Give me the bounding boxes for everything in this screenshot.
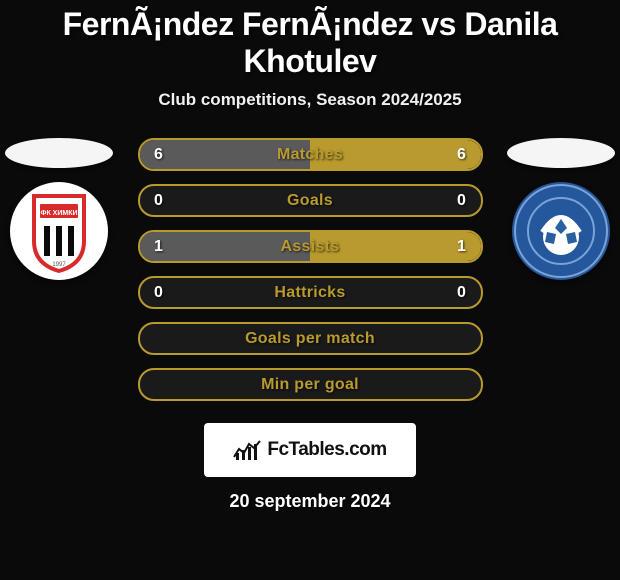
left-player-column: ФК ХИМКИ 1997 [4,138,114,280]
brand-badge: FcTables.com [204,423,416,477]
stat-row: Goals per match [138,322,483,355]
stats-area: ФК ХИМКИ 1997 [0,138,620,401]
svg-text:ФК ХИМКИ: ФК ХИМКИ [40,210,77,217]
stat-bars: 6Matches60Goals01Assists10Hattricks0Goal… [138,138,483,401]
stat-value-right: 0 [443,284,481,302]
stat-value-right: 1 [443,238,481,256]
stat-row: 1Assists1 [138,230,483,263]
stat-value-left: 6 [140,146,178,164]
page-title: FernÃ¡ndez FernÃ¡ndez vs Danila Khotulev [0,6,620,80]
right-flag-oval [507,138,615,168]
stat-label: Goals per match [178,330,443,348]
stat-row: 0Goals0 [138,184,483,217]
svg-text:1997: 1997 [52,262,66,268]
left-club-badge: ФК ХИМКИ 1997 [10,182,108,280]
stat-value-left: 1 [140,238,178,256]
stat-value-right: 6 [443,146,481,164]
khimki-shield-icon: ФК ХИМКИ 1997 [14,186,104,276]
left-flag-oval [5,138,113,168]
stat-row: 6Matches6 [138,138,483,171]
infographic-container: FernÃ¡ndez FernÃ¡ndez vs Danila Khotulev… [0,0,620,580]
stat-label: Matches [178,146,443,164]
stat-label: Hattricks [178,284,443,302]
right-player-column [506,138,616,280]
right-club-badge [512,182,610,280]
stat-value-left: 0 [140,192,178,210]
stat-row: Min per goal [138,368,483,401]
stat-label: Assists [178,238,443,256]
stat-label: Goals [178,192,443,210]
spark-icon [233,439,261,461]
stat-row: 0Hattricks0 [138,276,483,309]
date-text: 20 september 2024 [0,491,620,512]
stat-value-left: 0 [140,284,178,302]
orenburg-badge-icon [512,182,610,280]
stat-value-right: 0 [443,192,481,210]
stat-label: Min per goal [178,376,443,394]
subtitle: Club competitions, Season 2024/2025 [0,90,620,110]
brand-text: FcTables.com [267,439,386,461]
